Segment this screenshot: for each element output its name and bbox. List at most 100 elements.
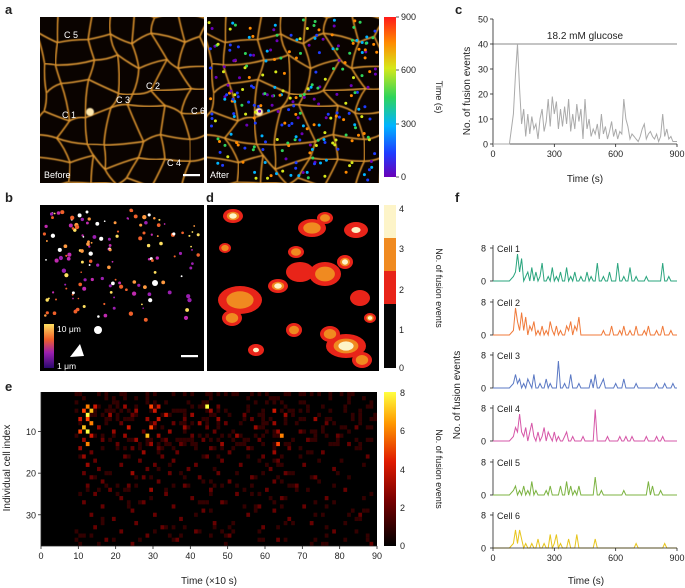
heatmap-cell <box>216 416 221 422</box>
heatmap-cell <box>216 437 221 442</box>
fusion-dot <box>354 126 357 130</box>
heatmap-cell <box>212 521 217 526</box>
fusion-spot <box>95 221 100 226</box>
heatmap-cell <box>85 429 90 434</box>
panel-label-a: a <box>5 2 13 17</box>
heatmap-cell <box>97 425 101 430</box>
fusion-dot <box>358 20 362 24</box>
heatmap-cell <box>321 541 325 546</box>
heatmap-cell <box>279 400 284 405</box>
heatmap-cell <box>216 421 221 426</box>
colorbar-d-level-1 <box>384 304 396 368</box>
fusion-spot <box>127 218 130 220</box>
heatmap-cell <box>261 525 265 530</box>
fusion-spot <box>150 233 153 236</box>
panel-label-f: f <box>455 190 460 205</box>
fusion-dot <box>343 61 347 65</box>
fusion-dot <box>291 100 295 104</box>
fusion-dot <box>355 38 359 42</box>
heatmap-cell <box>130 437 135 442</box>
fusion-spot <box>52 311 57 316</box>
heatmap-cell <box>242 504 247 509</box>
heatmap-cell <box>212 446 217 451</box>
fusion-dot <box>289 173 293 177</box>
chart-f-ytick-label: 0 <box>481 331 486 341</box>
heatmap-cell <box>209 392 213 397</box>
heatmap-cell <box>227 450 232 455</box>
fusion-dot <box>370 165 374 169</box>
membrane-segment <box>229 78 259 85</box>
heatmap-cell <box>186 466 191 472</box>
fusion-dot <box>247 35 251 39</box>
fusion-event-dots <box>207 18 379 182</box>
heatmap-cell <box>302 429 307 434</box>
fusion-dot <box>360 74 364 78</box>
fusion-spot <box>191 231 194 233</box>
heatmap-cell <box>268 496 273 501</box>
fusion-spot <box>188 234 191 237</box>
fusion-spot <box>71 227 75 230</box>
heatmap-cell <box>179 441 183 447</box>
heatmap-cell <box>283 521 288 526</box>
heatmap-cell <box>160 437 165 442</box>
heatmap-cell <box>197 529 202 534</box>
heatmap-cell <box>156 479 161 484</box>
fusion-spot <box>130 209 134 212</box>
fusion-spot <box>49 212 54 216</box>
membrane-segment <box>30 13 37 31</box>
fusion-dot <box>368 70 372 74</box>
heatmap-cell <box>339 392 344 397</box>
membrane-segment <box>287 54 311 70</box>
heatmap-cell <box>238 421 243 426</box>
heatmap-cell <box>227 479 232 484</box>
fusion-dot <box>208 47 212 51</box>
heatmap-cell <box>82 471 86 476</box>
membrane-segment <box>30 6 60 13</box>
heatmap-cell <box>283 412 288 417</box>
heatmap-cell <box>339 433 344 438</box>
heatmap-cell <box>134 408 139 413</box>
fusion-dot <box>258 109 262 113</box>
heatmap-cell <box>324 421 329 426</box>
heatmap-cell <box>362 462 366 467</box>
fusion-dot <box>373 152 377 156</box>
fusion-spot <box>57 247 62 252</box>
heatmap-cell <box>186 425 191 430</box>
membrane-segment <box>222 42 227 66</box>
chart-f-series-label: Cell 2 <box>497 298 520 308</box>
heatmap-cell <box>227 533 232 538</box>
fusion-dot <box>236 143 240 147</box>
heatmap-cell <box>272 479 277 484</box>
fusion-dot <box>223 143 227 147</box>
fusion-dot <box>289 33 293 37</box>
heatmap-cell <box>253 475 258 480</box>
fusion-dot <box>263 161 267 164</box>
colorbar-d-tick-1: 1 <box>399 325 404 335</box>
membrane-segment <box>44 62 56 66</box>
heatmap-cell <box>332 500 336 505</box>
membrane-segment <box>365 87 379 91</box>
fusion-dot <box>332 67 335 71</box>
heatmap-cell <box>235 483 239 488</box>
heatmap-cell <box>257 425 262 430</box>
membrane-segment <box>88 78 119 95</box>
fusion-dot <box>247 76 251 79</box>
fusion-dot <box>273 85 277 89</box>
heatmap-cell <box>141 429 146 434</box>
chart-f-series-line <box>493 360 677 390</box>
fusion-spot <box>143 285 147 289</box>
heatmap-cell <box>216 404 221 409</box>
heatmap-cell <box>190 433 195 438</box>
heatmap-cell <box>227 525 232 530</box>
heatmap-cell <box>126 416 131 422</box>
heatmap-cell <box>74 433 79 438</box>
heatmap-cell <box>250 446 254 451</box>
membrane-segment <box>224 120 239 139</box>
heatmap-cell <box>78 454 83 459</box>
fusion-spot <box>88 264 91 266</box>
heatmap-cell <box>276 429 280 434</box>
membrane-segment <box>274 168 287 183</box>
heatmap-cell <box>365 454 370 459</box>
time-colorbar <box>384 17 396 177</box>
heatmap-cell <box>276 458 280 463</box>
